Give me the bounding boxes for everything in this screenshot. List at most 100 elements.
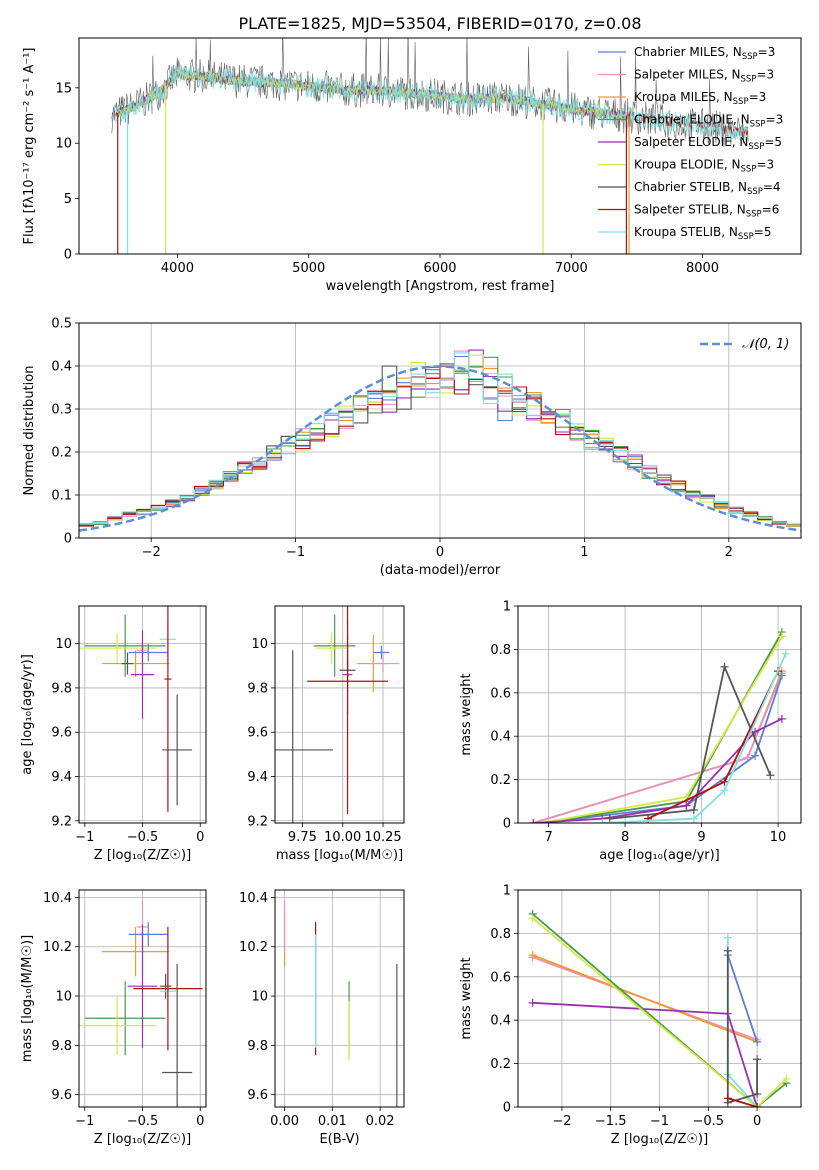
plot-area [275, 606, 400, 823]
weight-marker-chabrier_stelib [605, 814, 614, 823]
legend-label-salpeter_miles: Salpeter MILES, NSSP=3 [634, 68, 774, 85]
y-tick-label: 0.4 [490, 1014, 511, 1029]
panel-weight_vs_age: 7 8 9 10 0 0.2 0.4 0.6 0.8 1 age [log₁₀(age/yr)] ma… [459, 600, 802, 863]
y-tick-label: 9.6 [51, 726, 72, 741]
x-axis-label: mass [log₁₀(M/M☉)] [276, 848, 403, 863]
weight-line-chabrier_elodie [540, 631, 783, 823]
x-axis-label: wavelength [Angstrom, rest frame] [326, 279, 555, 294]
legend-label-salpeter_elodie: Salpeter ELODIE, NSSP=5 [634, 135, 782, 152]
y-axis-label: mass [log₁₀(M/M☉)] [20, 935, 35, 1062]
x-tick-label: 7 [544, 830, 552, 845]
y-tick-label: 9.4 [247, 770, 268, 785]
y-tick-label: 0.3 [51, 403, 72, 418]
x-axis-label: age [log₁₀(age/yr)] [599, 848, 720, 863]
x-tick-label: −1 [286, 545, 305, 560]
y-tick-label: 10 [55, 137, 72, 152]
legend-label-chabrier_elodie: Chabrier ELODIE, NSSP=3 [634, 113, 783, 130]
legend-label-kroupa_miles: Kroupa MILES, NSSP=3 [634, 90, 766, 107]
histogram-salpeter_stelib [79, 365, 801, 527]
y-tick-label: 9.6 [247, 1088, 268, 1103]
y-axis-label: mass weight [459, 673, 474, 755]
weight-line-kroupa_elodie [532, 917, 788, 1107]
histogram-kroupa_stelib [79, 352, 801, 527]
x-tick-label: −0.5 [127, 830, 159, 845]
y-tick-label: 9.8 [51, 681, 72, 696]
y-axis-label: mass weight [459, 957, 474, 1039]
x-tick-label: 10.00 [324, 830, 361, 845]
x-tick-label: −1.5 [595, 1114, 627, 1129]
y-tick-label: 0 [64, 532, 72, 547]
y-tick-label: 10.2 [43, 940, 72, 955]
weight-line-salpeter_miles [533, 672, 783, 823]
y-tick-label: 10 [55, 637, 72, 652]
plot-area [529, 628, 790, 823]
weight-marker-kroupa_miles [528, 951, 537, 960]
y-axis-label: Flux [fλ10⁻¹⁷ erg cm⁻² s⁻¹ A⁻¹] [22, 48, 37, 245]
plot-area [111, 38, 749, 254]
axes-frame [78, 322, 802, 539]
weight-line-kroupa_miles [532, 954, 758, 1043]
x-axis-label: Z [log₁₀(Z/Z☉)] [94, 1132, 191, 1147]
y-tick-label: 9.8 [247, 1039, 268, 1054]
y-tick-label: 0.5 [51, 317, 72, 332]
weight-line-salpeter_elodie [533, 717, 783, 823]
weight-marker-salpeter_stelib [723, 1094, 732, 1103]
weight-marker-kroupa_elodie [528, 914, 537, 923]
x-tick-label: 9 [697, 830, 705, 845]
weight-marker-salpeter_elodie [682, 801, 691, 810]
weight-line-salpeter_elodie [532, 1001, 758, 1107]
histogram-kroupa_elodie [79, 354, 801, 526]
weight-marker-salpeter_elodie [529, 819, 538, 823]
x-tick-label: 0 [196, 1114, 204, 1129]
weight-marker-chabrier_stelib [766, 771, 775, 780]
x-tick-label: 0 [436, 545, 444, 560]
axes-frame [78, 889, 207, 1108]
x-tick-label: 0.02 [366, 1114, 395, 1129]
axes-frame [517, 889, 802, 1108]
y-tick-label: 0.1 [51, 489, 72, 504]
x-axis-label: E(B-V) [319, 1132, 359, 1147]
weight-line-chabrier_stelib [726, 950, 758, 1104]
y-tick-label: 0.4 [490, 730, 511, 745]
y-tick-label: 1 [503, 884, 511, 899]
plot-area [528, 909, 791, 1107]
axes-frame [78, 605, 207, 824]
y-tick-label: 10.4 [43, 891, 72, 906]
x-tick-label: 2 [725, 545, 733, 560]
y-tick-label: 5 [64, 192, 72, 207]
y-tick-label: 9.2 [247, 814, 268, 829]
legend-label-normal: 𝒩(0, 1) [742, 337, 789, 352]
plot-area [79, 899, 203, 1107]
weight-marker-chabrier_stelib [753, 1089, 762, 1098]
y-tick-label: 0.2 [490, 1057, 511, 1072]
weight-marker-salpeter_elodie [777, 714, 786, 723]
weight-marker-kroupa_elodie [536, 819, 545, 823]
x-tick-label: 8 [621, 830, 629, 845]
weight-marker-kroupa_stelib [723, 933, 732, 942]
y-tick-label: 10.2 [239, 940, 268, 955]
axes-frame [274, 889, 405, 1108]
weight-marker-chabrier_stelib [720, 662, 729, 671]
weight-marker-kroupa_stelib [689, 814, 698, 823]
y-tick-label: 0.6 [490, 970, 511, 985]
plot-area [79, 349, 801, 532]
legend-label-kroupa_elodie: Kroupa ELODIE, NSSP=3 [634, 158, 774, 175]
legend-label-kroupa_stelib: Kroupa STELIB, NSSP=5 [634, 225, 772, 242]
y-tick-label: 0.8 [490, 927, 511, 942]
legend-label-chabrier_miles: Chabrier MILES, NSSP=3 [634, 45, 775, 62]
panel-age_vs_mass: 9.75 10.00 10.25 9.2 9.4 9.6 9.8 10 mass [log₁₀(… [247, 605, 405, 863]
axes-frame [517, 605, 802, 824]
normal-curve [79, 365, 801, 532]
y-tick-label: 0.4 [51, 360, 72, 375]
legend-label-salpeter_stelib: Salpeter STELIB, NSSP=6 [634, 203, 779, 220]
weight-line-chabrier_miles [540, 675, 783, 823]
x-tick-label: 0.01 [318, 1114, 347, 1129]
x-tick-label: 4000 [161, 261, 194, 276]
weight-marker-chabrier_stelib [753, 1055, 762, 1064]
weight-marker-chabrier_miles [751, 751, 760, 760]
weight-line-kroupa_elodie [540, 635, 783, 823]
y-tick-label: 9.8 [51, 1039, 72, 1054]
y-tick-label: 9.4 [51, 770, 72, 785]
weight-marker-salpeter_stelib [753, 1103, 762, 1107]
